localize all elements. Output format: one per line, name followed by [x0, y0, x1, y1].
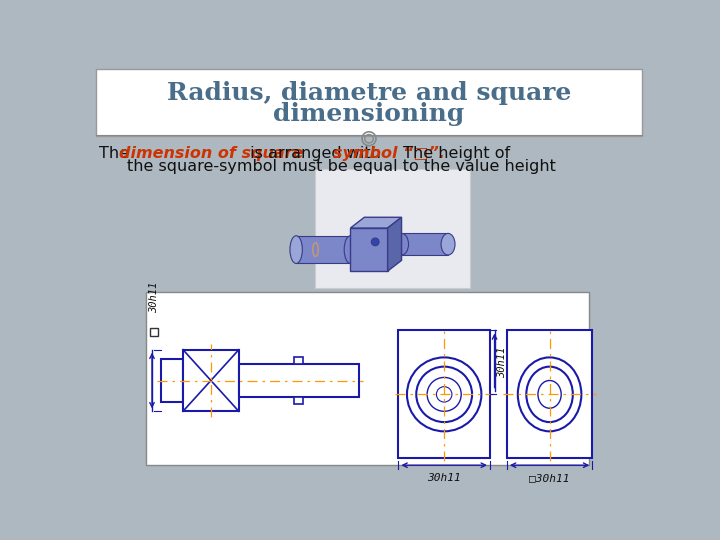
- Ellipse shape: [344, 236, 356, 264]
- Bar: [183, 350, 239, 411]
- Ellipse shape: [395, 233, 408, 255]
- Bar: [239, 363, 359, 397]
- Text: 30h11: 30h11: [427, 473, 461, 483]
- Text: 30h11: 30h11: [149, 281, 159, 313]
- Bar: [351, 228, 387, 271]
- Bar: [402, 233, 448, 255]
- Text: □30h11: □30h11: [529, 473, 570, 483]
- Text: The: The: [99, 146, 135, 161]
- Bar: [294, 397, 303, 403]
- Bar: [507, 330, 593, 457]
- Text: dimension of square: dimension of square: [120, 146, 304, 161]
- Ellipse shape: [290, 236, 302, 264]
- Bar: [161, 359, 183, 402]
- Text: The height of: The height of: [397, 146, 510, 161]
- Polygon shape: [351, 217, 402, 228]
- Bar: [145, 292, 589, 465]
- Text: dimensioning: dimensioning: [274, 102, 464, 126]
- FancyBboxPatch shape: [96, 69, 642, 136]
- Text: 30h11: 30h11: [498, 347, 508, 379]
- Ellipse shape: [441, 233, 455, 255]
- Bar: [150, 328, 158, 336]
- Text: the square-symbol must be equal to the value height: the square-symbol must be equal to the v…: [127, 159, 556, 174]
- Text: is arranged with: is arranged with: [245, 146, 386, 161]
- Text: symbol “□”.: symbol “□”.: [333, 146, 444, 161]
- Circle shape: [372, 238, 379, 246]
- Bar: [296, 236, 351, 264]
- Text: Radius, diametre and square: Radius, diametre and square: [167, 80, 571, 105]
- Bar: [398, 330, 490, 457]
- Polygon shape: [387, 217, 402, 271]
- Bar: [294, 357, 303, 363]
- Bar: [315, 168, 469, 288]
